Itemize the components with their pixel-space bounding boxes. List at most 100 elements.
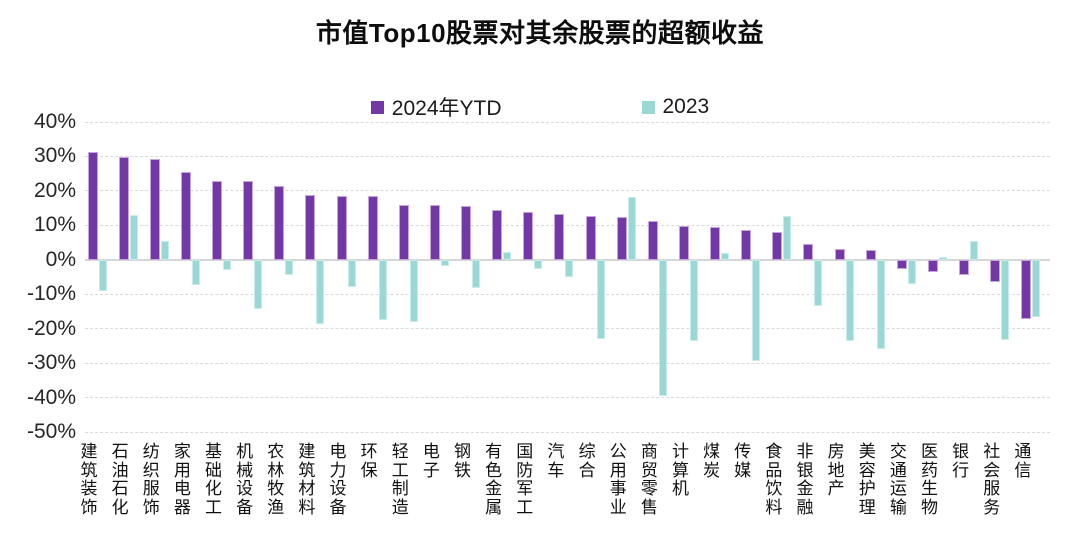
x-axis-category-label: 传媒 (731, 442, 755, 480)
x-axis-label-char: 炭 (703, 460, 721, 480)
x-axis-label-char: 料 (765, 497, 783, 517)
x-axis-label-char: 纺 (142, 442, 160, 461)
bar-2024ytd-机械设备 (243, 180, 254, 260)
bar-2024ytd-电力设备 (336, 195, 347, 260)
x-axis-label-char: 家 (173, 442, 191, 461)
bar-2024ytd-轻工制造 (398, 205, 409, 260)
x-axis-category-label: 电力设备 (326, 442, 350, 517)
x-axis-label-char: 物 (920, 497, 938, 517)
x-axis-label-char: 石 (111, 442, 129, 461)
x-axis-label-char: 通 (1014, 442, 1032, 461)
x-axis-label-char: 材 (298, 479, 316, 498)
x-axis-label-char: 金 (485, 479, 503, 498)
legend-swatch-2023-icon (641, 100, 655, 114)
x-axis-label-char: 饮 (765, 479, 783, 498)
x-axis-label-char: 合 (578, 460, 596, 480)
bar-2024ytd-纺织服饰 (149, 159, 160, 260)
bar-2024ytd-通信 (1021, 259, 1032, 319)
x-axis-category-label: 美容护理 (855, 442, 879, 517)
x-axis-label-char: 房 (827, 442, 845, 461)
x-axis-category-label: 非银金融 (793, 442, 817, 517)
x-axis-label-char: 力 (329, 460, 347, 480)
x-axis-label-char: 地 (827, 460, 845, 480)
x-axis-label-char: 煤 (703, 442, 721, 461)
x-axis-label-char: 零 (640, 479, 658, 498)
bar-2024ytd-基础化工 (212, 180, 223, 260)
x-axis-category-label: 轻工制造 (388, 442, 412, 517)
x-axis-category-label: 食品饮料 (762, 442, 786, 517)
gridline (85, 431, 1050, 433)
x-axis-label-char: 饰 (80, 497, 98, 517)
x-axis-label-char: 服 (142, 479, 160, 498)
bar-2023-汽车 (565, 259, 574, 278)
legend: 2024年YTD 2023 (0, 92, 1080, 122)
y-axis-tick-label: -30% (26, 351, 76, 375)
x-axis-label-char: 础 (205, 460, 223, 480)
x-axis-label-char: 器 (173, 497, 191, 517)
x-axis-label-char: 事 (609, 479, 627, 498)
x-axis-label-char: 色 (485, 460, 503, 480)
x-axis-label-char: 务 (983, 497, 1001, 517)
x-axis-category-label: 纺织服饰 (139, 442, 163, 517)
bar-2023-农林牧渔 (285, 259, 294, 275)
bar-2023-煤炭 (721, 253, 730, 260)
bar-2024ytd-综合 (585, 216, 596, 260)
x-axis-label-char: 设 (236, 479, 254, 498)
gridline (85, 397, 1050, 399)
x-axis-category-label: 基础化工 (202, 442, 226, 517)
x-axis-label-char: 械 (236, 460, 254, 480)
x-axis-label-char: 化 (111, 497, 129, 517)
gridline (85, 362, 1050, 364)
x-axis-label-char: 医 (920, 442, 938, 461)
bar-2023-石油石化 (129, 215, 138, 260)
x-axis-label-char: 备 (329, 497, 347, 517)
bar-2023-公用事业 (627, 197, 636, 260)
x-axis-category-label: 通信 (1011, 442, 1035, 480)
bar-2024ytd-医药生物 (927, 259, 938, 273)
bar-2023-基础化工 (223, 259, 232, 271)
x-axis-label-char: 渔 (267, 497, 285, 517)
x-axis-label-char: 汽 (547, 442, 565, 461)
bar-2024ytd-房地产 (834, 249, 845, 260)
bar-2023-社会服务 (1001, 259, 1010, 341)
x-axis-label-char: 农 (267, 442, 285, 461)
x-axis-label-char: 铁 (454, 460, 472, 480)
bar-2024ytd-农林牧渔 (274, 186, 285, 260)
x-axis-label-char: 设 (329, 479, 347, 498)
y-axis-tick-label: -50% (26, 420, 76, 443)
x-axis-category-label: 钢铁 (451, 442, 475, 480)
gridline (85, 155, 1050, 157)
bar-2023-国防军工 (534, 259, 543, 270)
x-axis-label-char: 备 (236, 497, 254, 517)
x-axis-category-label: 银行 (949, 442, 973, 480)
x-axis-category-label: 计算机 (668, 442, 692, 499)
legend-swatch-2024ytd-icon (370, 100, 384, 114)
x-axis-label-char: 装 (80, 479, 98, 498)
x-axis-label-char: 饰 (142, 497, 160, 517)
bar-2023-轻工制造 (409, 259, 418, 323)
x-axis-label-char: 织 (142, 460, 160, 480)
x-axis-label-char: 有 (485, 442, 503, 461)
x-axis-label-char: 工 (391, 460, 409, 480)
x-axis-label-char: 运 (889, 479, 907, 498)
x-axis-label-char: 料 (298, 497, 316, 517)
y-axis-tick-label: -10% (26, 282, 76, 306)
gridline (85, 293, 1050, 295)
x-axis-category-label: 公用事业 (606, 442, 630, 517)
bar-2023-食品饮料 (783, 215, 792, 260)
x-axis-label-char: 媒 (734, 460, 752, 480)
bar-2023-美容护理 (876, 259, 885, 350)
x-axis-category-label: 有色金属 (482, 442, 506, 517)
gridline (85, 190, 1050, 192)
bar-2024ytd-煤炭 (710, 227, 721, 260)
x-axis-label-char: 银 (796, 460, 814, 480)
x-axis-category-label: 电子 (419, 442, 443, 480)
bar-2024ytd-有色金属 (492, 209, 503, 260)
bar-2024ytd-石油石化 (118, 157, 129, 260)
x-axis-label-char: 工 (516, 497, 534, 517)
x-axis-label-char: 品 (765, 460, 783, 480)
x-axis-category-label: 交通运输 (886, 442, 910, 517)
x-axis-category-label: 建筑材料 (295, 442, 319, 517)
x-axis-label-char: 属 (485, 497, 503, 517)
